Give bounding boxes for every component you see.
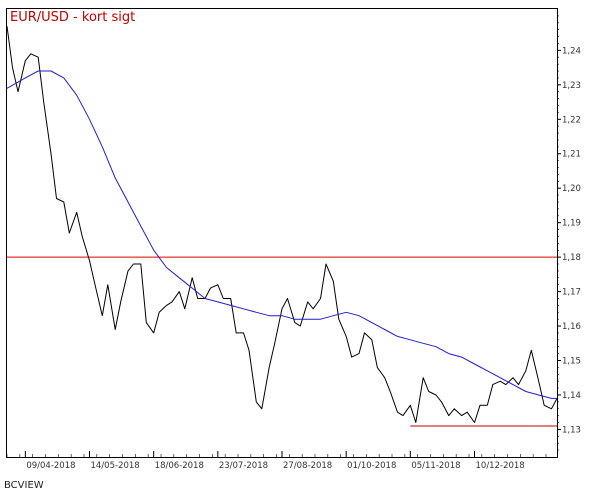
- y-tick-label: 1,14: [562, 391, 581, 401]
- level-lines: [7, 256, 557, 427]
- x-tick-label: 27/08-2018: [283, 461, 332, 471]
- y-tick-label: 1,18: [562, 253, 581, 263]
- moving-average-line: [6, 70, 557, 399]
- x-tick-label: 14/05-2018: [91, 461, 140, 471]
- y-tick-label: 1,24: [562, 46, 581, 56]
- y-tick-label: 1,15: [562, 357, 581, 367]
- y-tick-label: 1,17: [562, 288, 581, 298]
- x-axis: 09/04-2018 14/05-2018 18/06-2018 23/07-2018…: [6, 451, 547, 471]
- plot-frame: [6, 8, 558, 458]
- y-tick-label: 1,13: [562, 425, 581, 435]
- y-tick-label: 1,22: [562, 115, 581, 125]
- x-tick-label: 18/06-2018: [155, 461, 204, 471]
- source-label: BCVIEW: [4, 480, 44, 491]
- x-tick-label: 10/12-2018: [476, 461, 525, 471]
- y-tick-label: 1,21: [562, 150, 581, 160]
- x-tick-label: 09/04-2018: [26, 461, 75, 471]
- y-tick-label: 1,19: [562, 219, 581, 229]
- y-tick-label: 1,16: [562, 322, 581, 332]
- x-tick-label: 05/11-2018: [411, 461, 460, 471]
- y-tick-label: 1,20: [562, 184, 581, 194]
- series-lines: [6, 26, 558, 423]
- x-tick-label: 01/10-2018: [347, 461, 396, 471]
- y-tick-label: 1,23: [562, 81, 581, 91]
- chart-title: EUR/USD - kort sigt: [10, 10, 135, 25]
- x-tick-label: 23/07-2018: [219, 461, 268, 471]
- price-line: [6, 26, 558, 423]
- y-axis: 1,24 1,23 1,22 1,21 1,20 1,19 1,18 1,17 1,16 1,15…: [557, 15, 581, 451]
